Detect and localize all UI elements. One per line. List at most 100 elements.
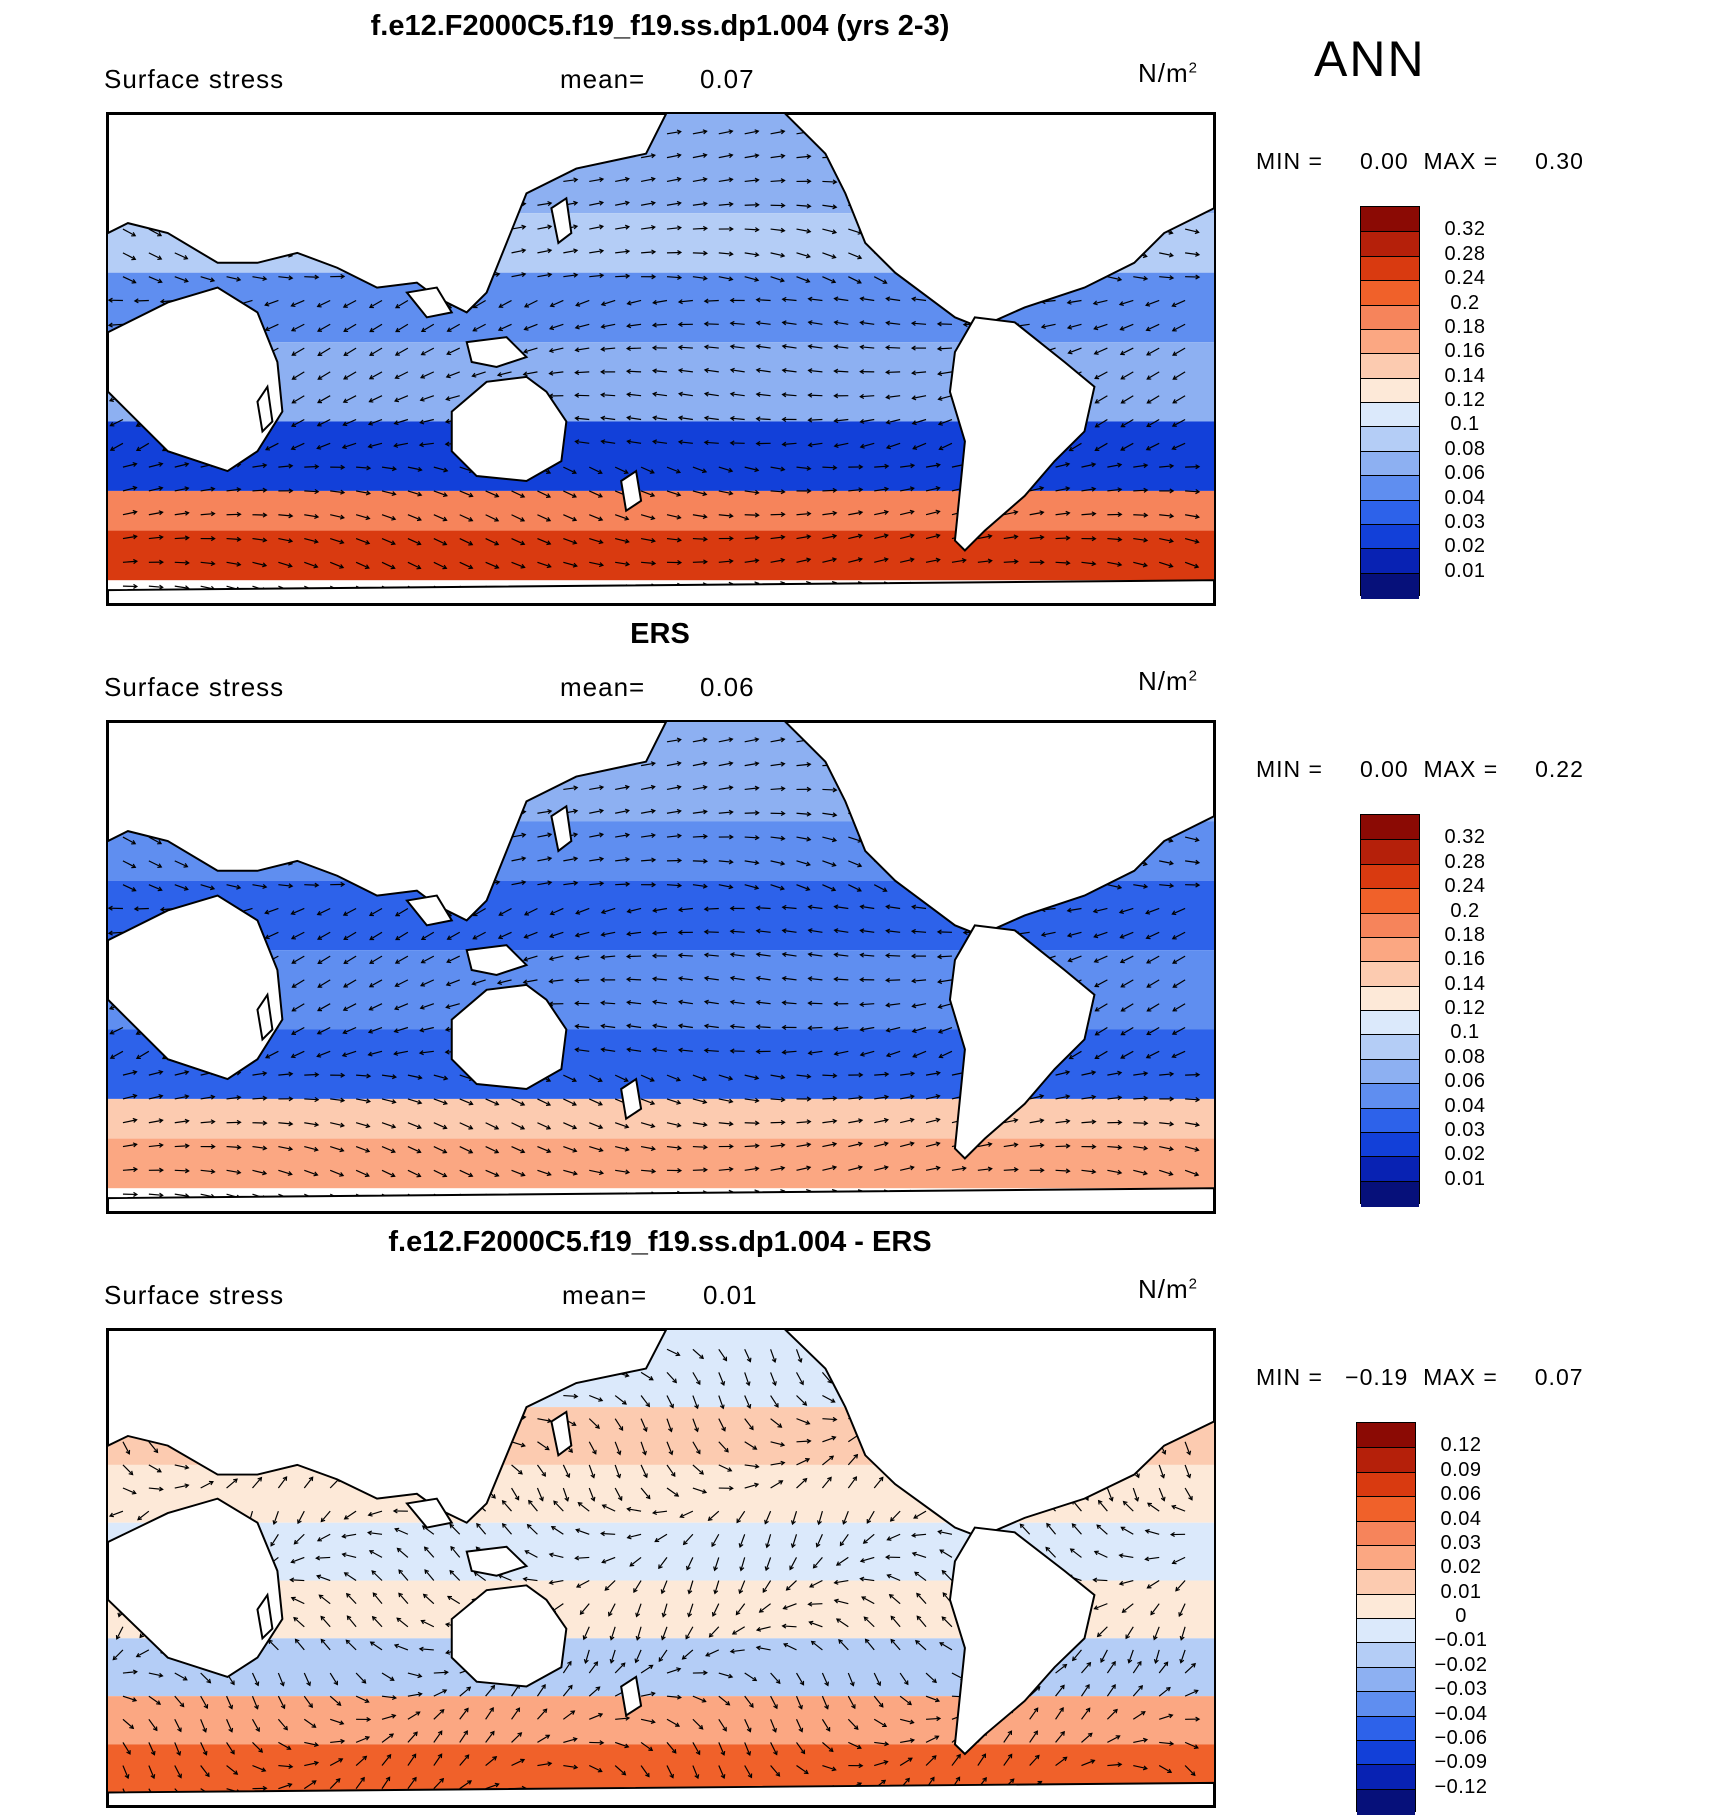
- panel-1-minmax: MIN = 0.00 MAX = 0.30: [1256, 148, 1584, 174]
- panel-3-units: N/m2: [1138, 1274, 1199, 1304]
- land-mass: [256, 992, 274, 1042]
- colorbar-swatch: [1361, 1034, 1419, 1061]
- colorbar-level-label: 0.02: [1444, 535, 1486, 558]
- field-band: [108, 1098, 1214, 1139]
- colorbar-swatch: [1357, 1642, 1415, 1669]
- colorbar-swatch: [1361, 450, 1419, 477]
- panel-2-units: N/m2: [1138, 666, 1199, 696]
- colorbar-level-label: 0.08: [1444, 1045, 1486, 1068]
- colorbar-level-label: 0.32: [1444, 218, 1486, 241]
- map-svg: [108, 1330, 1214, 1806]
- colorbar-level-label: 0.1: [1450, 1021, 1480, 1044]
- panel-3-colorbar: 0.12 0.09 0.06 0.04 0.03 0.02 0.01 0 −0.01 −0.02−…: [1356, 1422, 1526, 1815]
- land-mass: [405, 1497, 454, 1529]
- colorbar-swatch: [1361, 839, 1419, 866]
- colorbar-swatch: [1361, 402, 1419, 428]
- panel-3-title: f.e12.F2000C5.f19_f19.ss.dp1.004 - ERS: [388, 1226, 932, 1258]
- panel-2-minmax: MIN = 0.00 MAX = 0.22: [1256, 756, 1584, 782]
- colorbar-swatch: [1361, 1131, 1419, 1158]
- colorbar-level-label: 0.09: [1440, 1458, 1482, 1481]
- land-mass: [784, 722, 1214, 937]
- panel-2-title: ERS: [630, 618, 690, 650]
- colorbar-swatch: [1357, 1423, 1415, 1448]
- panel-1-units: N/m2: [1138, 58, 1199, 88]
- land-mass: [108, 1781, 1214, 1806]
- panel-2-mean-label: mean=: [560, 672, 646, 702]
- season-label: ANN: [1314, 31, 1426, 87]
- panel-1-mean-label: mean=: [560, 64, 646, 94]
- colorbar-swatch: [1357, 1569, 1415, 1596]
- land-mass: [465, 1545, 529, 1577]
- land-mass: [784, 1330, 1214, 1539]
- field-band: [108, 1138, 1214, 1189]
- land-mass: [784, 114, 1214, 329]
- map-svg: [108, 114, 1214, 604]
- colorbar-level-label: 0.18: [1444, 315, 1486, 338]
- colorbar-swatch: [1357, 1666, 1415, 1693]
- colorbar-box: [1360, 814, 1420, 1207]
- land-mass: [450, 1584, 568, 1688]
- colorbar-box: [1356, 1422, 1416, 1815]
- land-mass: [620, 1675, 643, 1718]
- colorbar-level-label: 0.2: [1450, 899, 1480, 922]
- panel-2-map: [106, 720, 1216, 1214]
- panel-2-mean-value: 0.06: [700, 672, 755, 702]
- colorbar-swatch: [1357, 1496, 1415, 1522]
- colorbar-swatch: [1361, 1180, 1419, 1207]
- colorbar-level-label: 0.01: [1444, 1167, 1486, 1190]
- colorbar-swatch: [1361, 1083, 1419, 1109]
- colorbar-swatch: [1361, 888, 1419, 914]
- colorbar-level-label: 0.06: [1440, 1483, 1482, 1506]
- land-mass: [108, 286, 284, 473]
- colorbar-swatch: [1357, 1715, 1415, 1742]
- colorbar-swatch: [1357, 1764, 1415, 1791]
- colorbar-level-label: 0.24: [1444, 875, 1486, 898]
- colorbar-level-label: 0.14: [1444, 972, 1486, 995]
- colorbar-level-label: 0.12: [1444, 997, 1486, 1019]
- land-mass: [465, 336, 529, 368]
- colorbar-swatch: [1357, 1788, 1415, 1815]
- map-svg: [108, 722, 1214, 1212]
- colorbar-swatch: [1361, 523, 1419, 550]
- colorbar-swatch: [1361, 280, 1419, 306]
- field-band: [108, 490, 1214, 531]
- colorbar-level-label: 0.06: [1444, 1070, 1486, 1093]
- land-mass: [108, 114, 668, 314]
- colorbar-swatch: [1357, 1471, 1415, 1498]
- colorbar-level-label: 0.06: [1444, 462, 1486, 485]
- colorbar-level-label: 0.04: [1444, 486, 1486, 509]
- panel-3-variable-label: Surface stress: [104, 1280, 285, 1310]
- colorbar-level-label: 0.04: [1444, 1094, 1486, 1117]
- colorbar-level-label: 0.18: [1444, 923, 1486, 946]
- field-band: [108, 1696, 1214, 1745]
- colorbar-level-label: 0.1: [1450, 413, 1480, 436]
- land-mass: [108, 1187, 1214, 1212]
- land-mass: [620, 1077, 643, 1121]
- colorbar-level-label: 0.24: [1444, 267, 1486, 290]
- colorbar-swatch: [1361, 475, 1419, 501]
- colorbar-level-label: 0.28: [1444, 850, 1486, 873]
- land-mass: [450, 983, 568, 1091]
- colorbar-level-label: 0.03: [1444, 1118, 1486, 1141]
- colorbar-level-label: 0.01: [1444, 559, 1486, 582]
- colorbar-level-label: −0.02: [1434, 1653, 1488, 1676]
- colorbar-level-label: −0.09: [1434, 1751, 1488, 1774]
- panel-1-colorbar: 0.32 0.28 0.24 0.2 0.18 0.16 0.14 0.12 0.1 0.08 0.…: [1360, 206, 1520, 599]
- land-mass: [948, 1526, 1096, 1756]
- colorbar-swatch: [1361, 207, 1419, 232]
- colorbar-swatch: [1361, 377, 1419, 404]
- colorbar-level-label: 0.12: [1440, 1434, 1482, 1457]
- field-band: [108, 530, 1214, 581]
- colorbar-swatch: [1361, 328, 1419, 355]
- colorbar-level-label: −0.12: [1434, 1775, 1488, 1798]
- panel-3-minmax: MIN = −0.19 MAX = 0.07: [1256, 1364, 1584, 1390]
- colorbar-swatch: [1361, 961, 1419, 988]
- land-mass: [256, 384, 274, 434]
- panel-2-variable-label: Surface stress: [104, 672, 285, 702]
- colorbar-level-label: 0.03: [1444, 510, 1486, 533]
- colorbar-level-label: 0.14: [1444, 364, 1486, 387]
- land-mass: [108, 1497, 284, 1678]
- panel-1-variable-label: Surface stress: [104, 64, 285, 94]
- panel-1-mean-value: 0.07: [700, 64, 755, 94]
- colorbar-level-label: 0.04: [1440, 1507, 1482, 1530]
